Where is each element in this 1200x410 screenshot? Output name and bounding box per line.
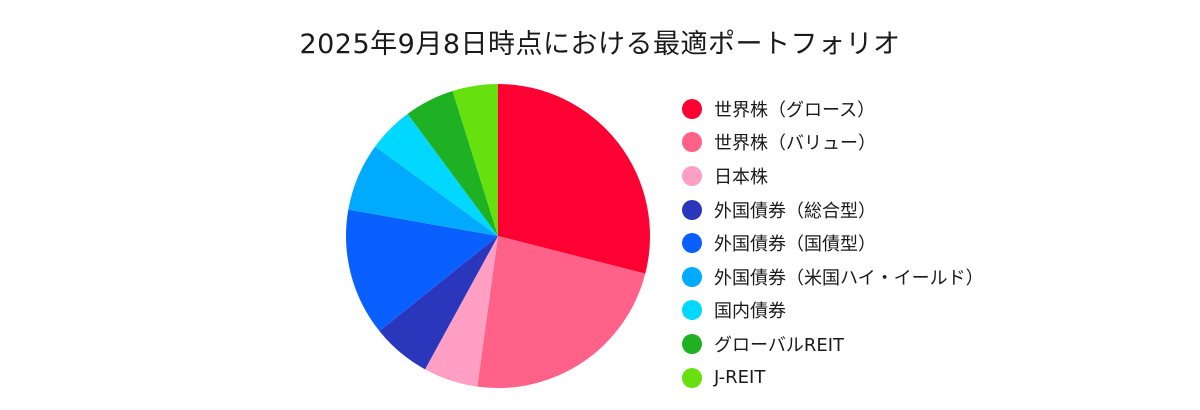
pie-slice-7 xyxy=(407,90,498,236)
legend-label: 日本株 xyxy=(714,166,768,188)
pie-slice-5 xyxy=(348,146,498,236)
legend-label: 国内債券 xyxy=(714,301,786,323)
legend-label: 外国債券（米国ハイ・イールド） xyxy=(714,267,984,289)
pie-slices xyxy=(346,84,651,388)
pie-slice-1 xyxy=(477,236,646,388)
legend-item: 外国債券（総合型） xyxy=(682,193,984,227)
legend-label: 外国債券（国債型） xyxy=(714,234,876,256)
pie-slice-8 xyxy=(452,84,498,236)
legend-item: 世界株（バリュー） xyxy=(682,126,984,160)
legend-swatch xyxy=(682,300,702,321)
pie-slice-4 xyxy=(346,209,498,332)
legend-label: 世界株（バリュー） xyxy=(714,133,876,155)
legend-swatch xyxy=(682,199,702,220)
legend-swatch xyxy=(682,333,702,354)
pie-slice-6 xyxy=(375,113,498,236)
legend-label: グローバルREIT xyxy=(714,334,845,356)
legend-item: 外国債券（米国ハイ・イールド） xyxy=(682,260,984,294)
legend: 世界株（グロース） 世界株（バリュー） 日本株外国債券（総合型） 外国債券（国債型） 外… xyxy=(682,92,984,394)
legend-item: 世界株（グロース） xyxy=(682,92,984,126)
legend-swatch xyxy=(682,266,702,287)
legend-swatch xyxy=(682,132,702,153)
legend-swatch xyxy=(682,367,702,388)
legend-swatch xyxy=(682,165,702,186)
legend-item: 日本株 xyxy=(682,159,984,193)
legend-swatch xyxy=(682,233,702,254)
legend-label: 世界株（グロース） xyxy=(714,99,876,121)
legend-swatch xyxy=(682,98,702,119)
pie-slice-2 xyxy=(425,236,498,387)
legend-label: J-REIT xyxy=(714,367,766,389)
legend-item: J-REIT xyxy=(682,361,984,395)
pie-slice-0 xyxy=(498,84,651,274)
legend-item: グローバルREIT xyxy=(682,327,984,361)
pie-slice-3 xyxy=(379,236,498,370)
chart-title: 2025年9月8日時点における最適ポートフォリオ xyxy=(299,29,901,60)
legend-item: 国内債券 xyxy=(682,294,984,328)
legend-label: 外国債券（総合型） xyxy=(714,200,876,222)
legend-item: 外国債券（国債型） xyxy=(682,226,984,260)
